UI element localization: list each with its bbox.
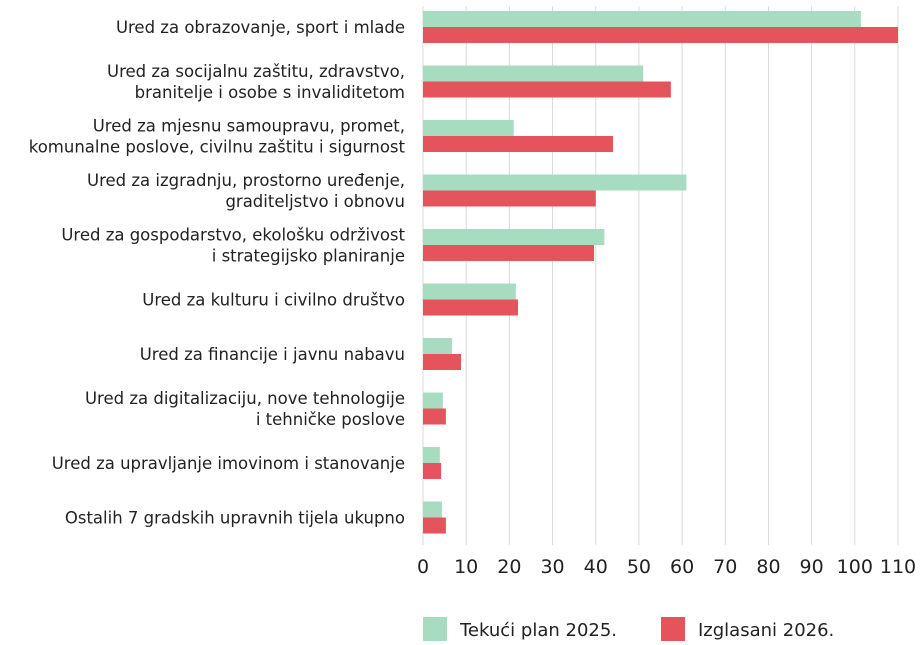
x-tick-label: 60 (670, 556, 694, 578)
x-tick-label: 30 (540, 556, 564, 578)
bar (423, 392, 443, 409)
bar (423, 65, 644, 82)
x-tick-label: 70 (713, 556, 737, 578)
bar (423, 120, 514, 136)
category-label: Ured za digitalizaciju, nove tehnologije… (85, 389, 405, 429)
bar (423, 338, 452, 354)
bar (423, 11, 861, 27)
category-label: Ured za financije i javnu nabavu (140, 345, 405, 364)
bar (423, 136, 613, 152)
bar (423, 517, 446, 534)
legend-swatch (661, 617, 685, 641)
category-label: Ured za socijalnu zaštitu, zdravstvo, bra… (107, 62, 405, 102)
bar (423, 229, 605, 245)
category-label: Ured za gospodarstvo, ekološku održivost… (61, 226, 405, 266)
bar (423, 81, 671, 98)
category-label: Ured za izgradnju, prostorno uređenje, gr… (87, 171, 405, 211)
legend-label: Tekući plan 2025. (459, 620, 617, 641)
x-tick-label: 0 (417, 556, 429, 578)
bar (423, 283, 516, 300)
legend-label: Izglasani 2026. (698, 620, 834, 641)
bar (423, 245, 594, 261)
x-tick-label: 20 (497, 556, 521, 578)
bar (423, 174, 687, 191)
bar (423, 501, 442, 518)
bar (423, 354, 461, 370)
bar (423, 27, 898, 43)
bar (423, 463, 442, 479)
bar (423, 190, 596, 207)
x-tick-label: 100 (837, 556, 873, 578)
x-tick-label: 50 (627, 556, 651, 578)
x-tick-label: 40 (584, 556, 608, 578)
bar (423, 408, 446, 425)
bar (423, 447, 440, 463)
x-tick-label: 10 (454, 556, 478, 578)
category-label: Ured za obrazovanje, sport i mlade (116, 18, 405, 37)
category-label: Ostalih 7 gradskih upravnih tijela ukupn… (65, 509, 405, 528)
category-label: Ured za upravljanje imovinom i stanovanj… (52, 454, 405, 473)
x-tick-label: 110 (880, 556, 916, 578)
legend-swatch (423, 617, 447, 641)
category-label: Ured za mjesnu samoupravu, promet, komuna… (29, 117, 406, 157)
x-tick-label: 90 (800, 556, 824, 578)
bar (423, 299, 518, 316)
x-tick-label: 80 (756, 556, 780, 578)
category-label: Ured za kulturu i civilno društvo (142, 291, 405, 310)
